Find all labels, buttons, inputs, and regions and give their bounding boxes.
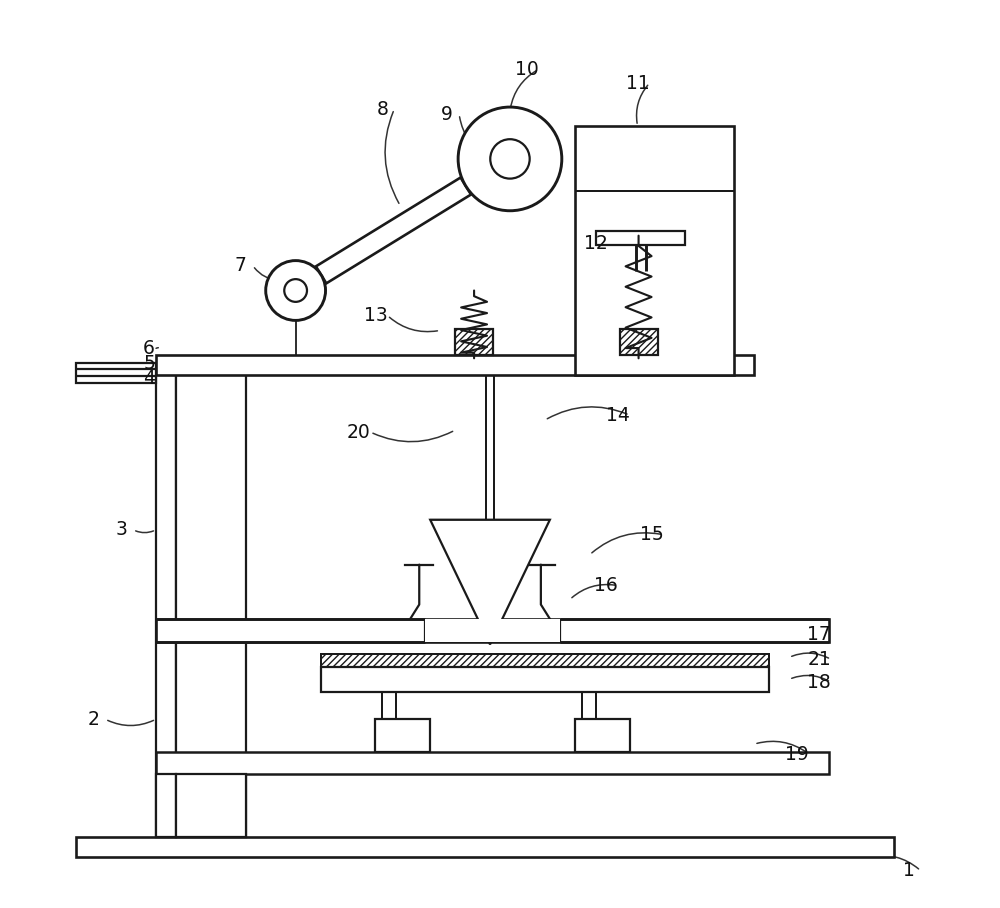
Text: 11: 11: [626, 74, 649, 93]
Text: 17: 17: [807, 625, 831, 644]
Text: 1: 1: [903, 861, 915, 880]
Text: 7: 7: [235, 256, 247, 275]
Bar: [425, 619, 560, 643]
Text: 15: 15: [640, 525, 663, 544]
Bar: [575, 126, 734, 375]
Bar: [76, 363, 156, 383]
Text: 18: 18: [807, 673, 831, 692]
Bar: [455, 330, 493, 355]
Polygon shape: [316, 178, 471, 283]
Text: 21: 21: [807, 650, 831, 669]
Text: 13: 13: [364, 306, 387, 325]
Text: 4: 4: [143, 369, 155, 388]
Text: 8: 8: [376, 100, 388, 119]
Bar: [321, 655, 769, 667]
Polygon shape: [430, 519, 550, 645]
Bar: [620, 330, 658, 355]
Bar: [156, 363, 176, 837]
Text: 14: 14: [606, 406, 630, 425]
Text: 19: 19: [785, 745, 809, 764]
Bar: [156, 355, 754, 375]
Bar: [176, 363, 246, 837]
Circle shape: [266, 261, 326, 321]
Text: 9: 9: [441, 104, 453, 123]
Bar: [596, 231, 685, 244]
Bar: [176, 774, 246, 837]
Text: 16: 16: [594, 576, 618, 595]
Bar: [156, 774, 176, 837]
Text: 10: 10: [515, 60, 539, 79]
Text: 2: 2: [87, 710, 99, 729]
Text: 20: 20: [347, 422, 370, 441]
Text: 5: 5: [143, 354, 155, 373]
Bar: [321, 667, 769, 692]
Bar: [375, 719, 430, 752]
Text: 12: 12: [584, 234, 608, 253]
Text: 6: 6: [143, 339, 155, 358]
Bar: [575, 719, 630, 752]
Circle shape: [458, 107, 562, 211]
Bar: [76, 837, 894, 857]
Text: 3: 3: [115, 520, 127, 539]
Bar: [156, 619, 829, 643]
Bar: [156, 752, 829, 774]
